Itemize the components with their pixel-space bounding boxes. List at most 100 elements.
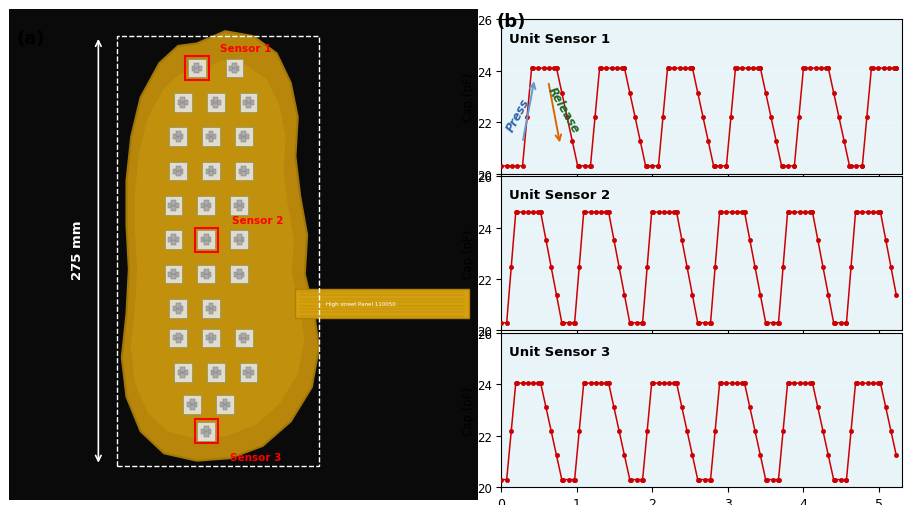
Bar: [238, 169, 244, 174]
Bar: [176, 304, 180, 309]
Text: (b): (b): [496, 13, 526, 31]
Bar: [220, 402, 224, 407]
Bar: [198, 197, 215, 215]
Bar: [241, 172, 246, 177]
Bar: [234, 163, 253, 181]
Bar: [176, 309, 180, 314]
Bar: [233, 238, 239, 243]
Bar: [236, 240, 242, 245]
Bar: [177, 370, 182, 375]
Bar: [216, 100, 221, 106]
Bar: [216, 395, 233, 414]
Bar: [201, 272, 206, 277]
Bar: [230, 231, 248, 249]
Bar: [216, 370, 221, 375]
Polygon shape: [295, 289, 469, 319]
Bar: [244, 370, 248, 375]
Bar: [245, 373, 251, 378]
Bar: [209, 132, 213, 137]
Bar: [171, 200, 176, 206]
Bar: [168, 272, 173, 277]
Bar: [173, 169, 177, 174]
Bar: [206, 429, 211, 434]
Y-axis label: Cap.(pF): Cap.(pF): [460, 385, 473, 435]
Bar: [176, 138, 180, 143]
Text: Sensor 1: Sensor 1: [221, 44, 271, 54]
Bar: [211, 307, 216, 312]
Bar: [207, 94, 224, 113]
Bar: [202, 329, 220, 347]
Bar: [230, 265, 248, 284]
Bar: [206, 307, 210, 312]
Bar: [171, 235, 176, 240]
Bar: [187, 60, 206, 78]
Bar: [210, 100, 215, 106]
Bar: [194, 228, 218, 252]
Text: High street Panel 110050: High street Panel 110050: [326, 301, 395, 307]
Bar: [178, 135, 183, 140]
Bar: [174, 272, 178, 277]
Bar: [225, 60, 243, 78]
Text: Unit Sensor 1: Unit Sensor 1: [509, 32, 610, 45]
Bar: [239, 94, 257, 113]
Text: Unit Sensor 2: Unit Sensor 2: [509, 189, 610, 202]
Bar: [236, 275, 242, 280]
Bar: [171, 269, 176, 274]
Bar: [225, 402, 230, 407]
Bar: [234, 128, 253, 147]
Bar: [178, 169, 183, 174]
Bar: [206, 272, 211, 277]
Bar: [204, 426, 209, 431]
Bar: [209, 172, 213, 177]
Bar: [213, 373, 218, 378]
Bar: [168, 238, 173, 243]
Bar: [241, 333, 246, 338]
Bar: [194, 69, 199, 74]
Bar: [204, 240, 209, 245]
Bar: [204, 275, 209, 280]
Bar: [189, 399, 195, 404]
Bar: [202, 163, 220, 181]
Bar: [209, 338, 213, 343]
Bar: [180, 104, 185, 109]
Bar: [206, 204, 211, 209]
Bar: [173, 135, 177, 140]
Bar: [169, 299, 187, 318]
Y-axis label: Cap.(pF): Cap.(pF): [460, 229, 473, 279]
Bar: [174, 204, 178, 209]
Bar: [245, 367, 251, 372]
Bar: [168, 204, 173, 209]
Bar: [202, 299, 220, 318]
Bar: [206, 336, 210, 341]
Bar: [244, 169, 249, 174]
Bar: [209, 167, 213, 172]
Bar: [211, 336, 216, 341]
Bar: [201, 204, 206, 209]
Bar: [178, 307, 183, 312]
Bar: [176, 132, 180, 137]
Bar: [206, 135, 210, 140]
Bar: [169, 163, 187, 181]
Text: 275 mm: 275 mm: [71, 221, 84, 280]
Bar: [169, 128, 187, 147]
Bar: [229, 66, 234, 71]
Text: Sensor 2: Sensor 2: [232, 215, 283, 225]
Bar: [239, 238, 244, 243]
Bar: [194, 64, 199, 69]
Bar: [234, 329, 253, 347]
Bar: [204, 235, 209, 240]
Bar: [178, 336, 183, 341]
Bar: [194, 419, 218, 443]
Bar: [165, 231, 182, 249]
Bar: [239, 272, 244, 277]
Bar: [171, 240, 176, 245]
Bar: [241, 167, 246, 172]
Bar: [245, 98, 251, 103]
Bar: [192, 402, 197, 407]
Bar: [201, 429, 206, 434]
Bar: [232, 69, 236, 74]
Bar: [169, 329, 187, 347]
Bar: [211, 135, 216, 140]
Bar: [198, 231, 215, 249]
Bar: [236, 200, 242, 206]
